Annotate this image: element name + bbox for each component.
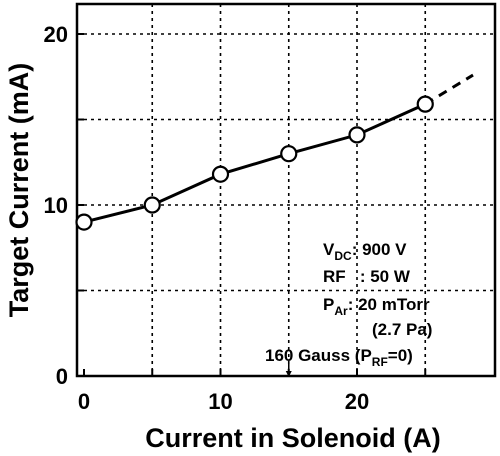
x-axis-label: Current in Solenoid (A): [145, 423, 440, 453]
data-point: [75, 213, 93, 231]
series-line: [83, 102, 426, 224]
grid: [77, 4, 495, 376]
x-tick-label: 10: [208, 389, 232, 414]
gauss-arrow-head: [285, 371, 292, 377]
gauss-arrow: [285, 362, 292, 377]
annotation-block: VDC: 900 V RF : 50 W PAr: 20 mTorr (2.7 …: [265, 240, 432, 377]
y-tick-label: 0: [56, 364, 68, 389]
y-tick-label: 10: [44, 193, 68, 218]
series: [75, 73, 474, 231]
annotation-rf: RF : 50 W: [323, 267, 411, 286]
annotation-pressure-pa: (2.7 Pa): [372, 320, 432, 339]
y-tick-label: 20: [44, 22, 68, 47]
data-point: [416, 95, 434, 113]
x-tick-label: 0: [78, 389, 90, 414]
y-axis-label: Target Current (mA): [4, 63, 34, 318]
data-point: [143, 196, 161, 214]
data-point: [211, 165, 230, 183]
plot-frame: [75, 2, 497, 378]
ticks: 0 10 20 0 10 20: [44, 22, 427, 414]
annotation-vdc: VDC: 900 V: [323, 240, 407, 263]
data-point: [348, 126, 366, 144]
data-point: [280, 145, 298, 163]
annotation-par: PAr: 20 mTorr: [323, 295, 430, 318]
annotation-gauss: 160 Gauss (PRF=0): [265, 346, 413, 369]
x-tick-label: 20: [345, 389, 369, 414]
